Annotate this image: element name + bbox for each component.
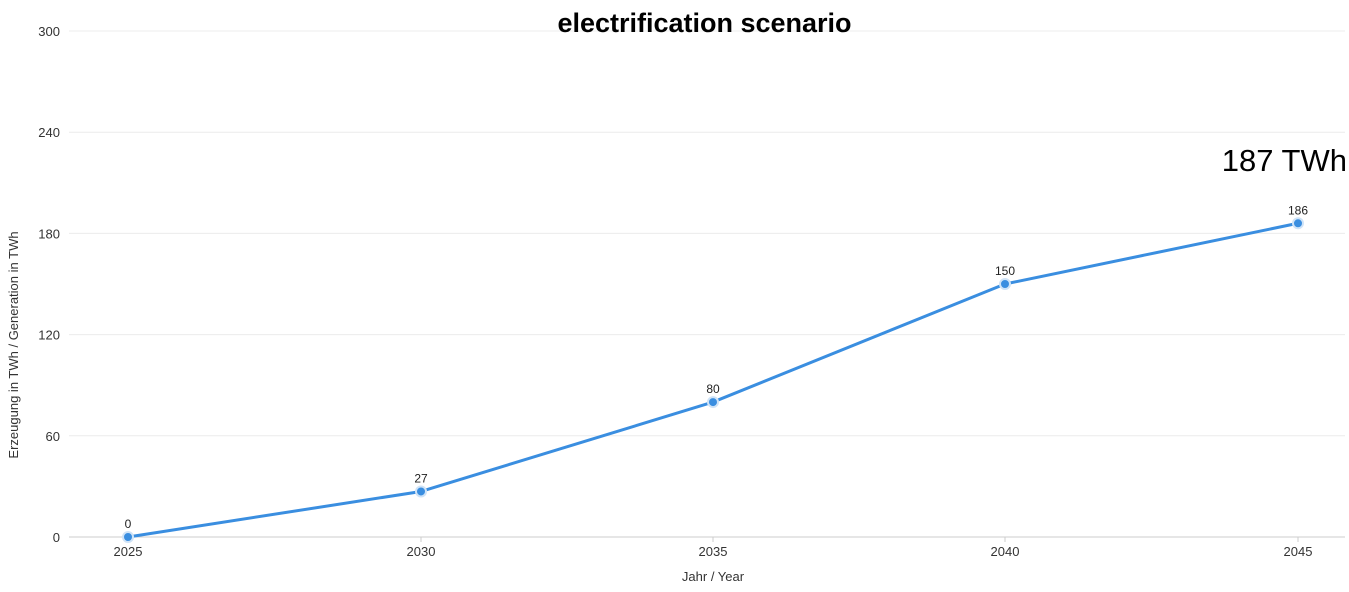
data-label: 27 (414, 471, 428, 485)
data-label: 186 (1288, 203, 1308, 217)
y-tick-label: 240 (38, 125, 60, 140)
x-tick-label: 2025 (114, 544, 143, 559)
y-tick-label: 120 (38, 328, 60, 343)
data-label: 150 (995, 264, 1015, 278)
data-point (999, 278, 1011, 290)
x-tick-label: 2030 (407, 544, 436, 559)
data-label: 80 (706, 382, 720, 396)
total-annotation: 187 TWh (1221, 143, 1347, 178)
data-label: 0 (125, 517, 132, 531)
y-tick-label: 180 (38, 226, 60, 241)
data-point (707, 396, 719, 409)
y-axis-title: Erzeugung in TWh / Generation in TWh (6, 231, 21, 458)
y-tick-label: 300 (38, 24, 60, 39)
series-line (127, 221, 1299, 539)
data-point (415, 485, 427, 498)
x-tick-label: 2035 (699, 544, 728, 559)
data-point (122, 531, 134, 543)
y-tick-label: 60 (46, 429, 60, 444)
x-tick-label: 2040 (991, 544, 1020, 559)
x-axis-title: Jahr / Year (682, 569, 745, 584)
data-point (1292, 217, 1304, 230)
y-tick-label: 0 (53, 530, 60, 545)
chart-title: electrification scenario (557, 8, 852, 38)
x-tick-label: 2045 (1284, 544, 1313, 559)
